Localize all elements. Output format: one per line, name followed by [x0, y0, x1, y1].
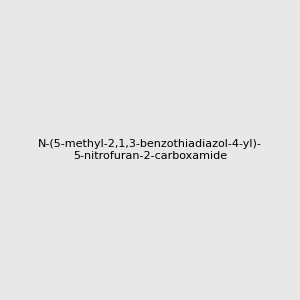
Text: N-(5-methyl-2,1,3-benzothiadiazol-4-yl)-
5-nitrofuran-2-carboxamide: N-(5-methyl-2,1,3-benzothiadiazol-4-yl)-…	[38, 139, 262, 161]
